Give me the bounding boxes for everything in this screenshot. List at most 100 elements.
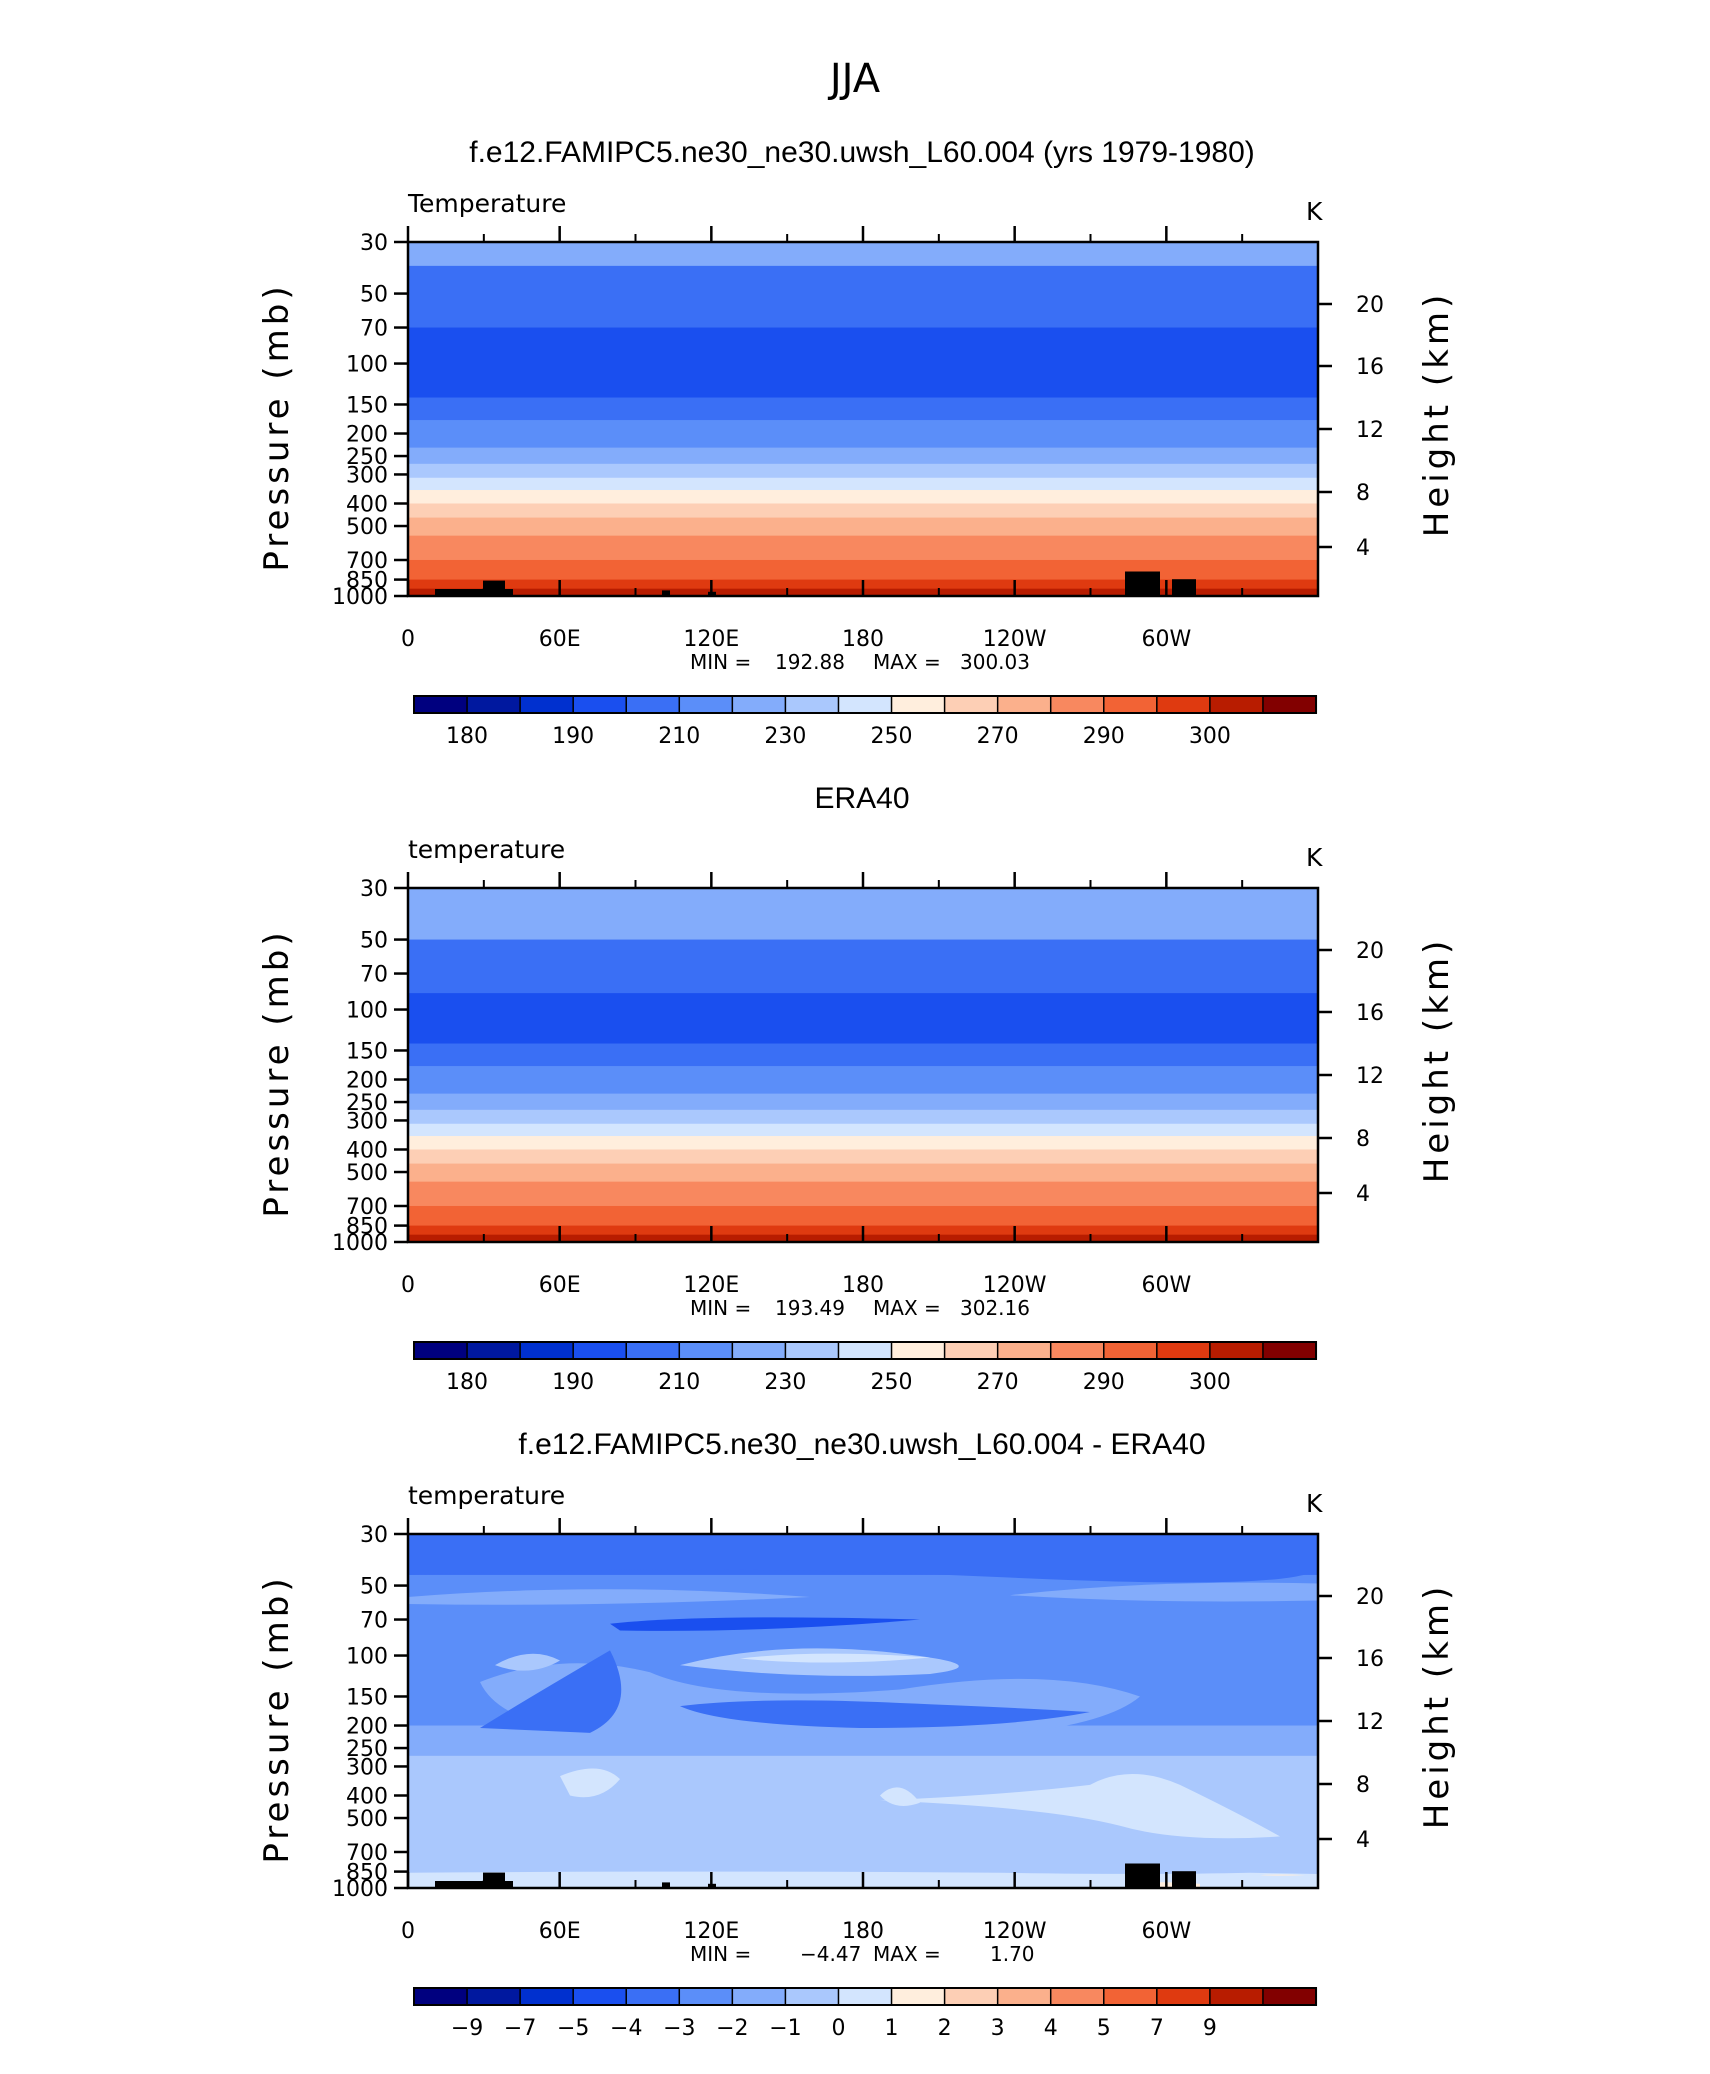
colorbar-box [625, 1341, 681, 1360]
colorbar-label: −7 [504, 2016, 536, 2041]
contour-band [408, 1136, 1318, 1150]
colorbar-box [519, 1341, 575, 1360]
contour-band [408, 447, 1318, 465]
colorbar-label: 5 [1097, 2016, 1111, 2041]
x-tick-label: 120W [983, 627, 1047, 652]
terrain-mask [662, 590, 670, 596]
colorbar-box [1262, 695, 1318, 714]
y-axis-label: Pressure (mb) [257, 928, 297, 1217]
colorbar-box [466, 695, 522, 714]
colorbar-box [678, 1987, 734, 2006]
terrain-mask [1172, 579, 1196, 596]
colorbar-box [466, 1987, 522, 2006]
x-tick-label: 120E [683, 1919, 739, 1944]
y2-tick-label: 12 [1356, 1064, 1384, 1089]
contour-region [880, 1773, 1280, 1839]
colorbar-box [996, 1987, 1052, 2006]
colorbar-box [572, 695, 628, 714]
terrain-mask [505, 1881, 513, 1888]
y-tick-label: 70 [360, 317, 388, 342]
colorbar-box [1049, 1987, 1105, 2006]
y2-tick-label: 20 [1356, 939, 1384, 964]
y2-tick-label: 16 [1356, 355, 1384, 380]
y2-tick-label: 4 [1356, 536, 1370, 561]
y-tick-label: 200 [346, 423, 388, 448]
contour-band [408, 477, 1318, 491]
min-label: MIN = [690, 1296, 751, 1320]
contour-region [408, 1589, 810, 1605]
x-tick-label: 60E [539, 627, 581, 652]
y-tick-label: 300 [346, 1109, 388, 1134]
contour-region [480, 1650, 622, 1733]
contour-band [408, 559, 1318, 581]
y-tick-label: 300 [346, 1755, 388, 1780]
contour-band [408, 888, 1318, 941]
y-tick-label: 50 [360, 283, 388, 308]
colorbar-box [1156, 1341, 1211, 1360]
colorbar-label: 180 [446, 1370, 488, 1395]
y-tick-label: 400 [346, 1138, 388, 1163]
x-tick-label: 180 [842, 1919, 884, 1944]
x-tick-label: 120W [983, 1919, 1047, 1944]
contour-band [408, 397, 1318, 421]
figure-title: JJA [827, 56, 881, 102]
y-tick-label: 150 [346, 1039, 388, 1064]
colorbar-box [890, 1987, 946, 2006]
contour-region [740, 1653, 930, 1663]
y-tick-label: 100 [346, 999, 388, 1024]
y-tick-label: 500 [346, 1807, 388, 1832]
colorbar-label: 250 [871, 1370, 913, 1395]
y-tick-label: 30 [360, 1523, 388, 1548]
colorbar-label: 180 [446, 724, 488, 749]
colorbar-label: −5 [557, 2016, 589, 2041]
colorbar-box [625, 695, 681, 714]
max-value: 302.16 [960, 1296, 1030, 1320]
terrain-mask [435, 1881, 485, 1888]
y-tick-label: 400 [346, 1784, 388, 1809]
terrain-mask [505, 589, 513, 596]
y-axis-label: Pressure (mb) [257, 1574, 297, 1863]
max-label: MAX = [873, 1942, 941, 1966]
y2-tick-label: 4 [1356, 1182, 1370, 1207]
contour-band [408, 1181, 1318, 1207]
min-label: MIN = [690, 1942, 751, 1966]
y2-tick-label: 8 [1356, 481, 1370, 506]
x-tick-label: 60W [1141, 1919, 1191, 1944]
variable-label: temperature [408, 835, 565, 864]
colorbar-box [1103, 1341, 1158, 1360]
colorbar-label: 190 [552, 724, 594, 749]
colorbar-label: 290 [1083, 1370, 1125, 1395]
min-value: 192.88 [775, 650, 845, 674]
max-label: MAX = [873, 1296, 941, 1320]
colorbar-label: 7 [1150, 2016, 1164, 2041]
variable-label: Temperature [407, 189, 566, 218]
x-tick-label: 0 [401, 1919, 415, 1944]
units-label: K [1306, 1489, 1323, 1518]
colorbar-box [1049, 1341, 1105, 1360]
colorbar-box [837, 695, 893, 714]
x-tick-label: 0 [401, 627, 415, 652]
y-tick-label: 30 [360, 231, 388, 256]
contour-band [408, 1093, 1318, 1111]
y-tick-label: 400 [346, 492, 388, 517]
panel-title: ERA40 [814, 782, 909, 815]
contour-region [1260, 1874, 1305, 1876]
contour-region [680, 1700, 1090, 1729]
colorbar-label: 270 [977, 724, 1019, 749]
colorbar-label: 0 [831, 2016, 845, 2041]
terrain-mask [1172, 1871, 1196, 1888]
terrain-mask [483, 580, 505, 596]
colorbar-box [519, 695, 575, 714]
colorbar-box [731, 1341, 787, 1360]
colorbar-box [1209, 695, 1264, 714]
panel-title: f.e12.FAMIPC5.ne30_ne30.uwsh_L60.004 - E… [518, 1428, 1205, 1461]
panel-1: f.e12.FAMIPC5.ne30_ne30.uwsh_L60.004 (yr… [257, 136, 1457, 749]
y-tick-label: 700 [346, 1841, 388, 1866]
contour-region [560, 1768, 620, 1798]
x-tick-label: 180 [842, 627, 884, 652]
y-tick-label: 100 [346, 353, 388, 378]
panel-3: f.e12.FAMIPC5.ne30_ne30.uwsh_L60.004 - E… [257, 1428, 1457, 2041]
colorbar-box [943, 695, 999, 714]
contour-region [1010, 1582, 1318, 1602]
y-tick-label: 250 [346, 1091, 388, 1116]
